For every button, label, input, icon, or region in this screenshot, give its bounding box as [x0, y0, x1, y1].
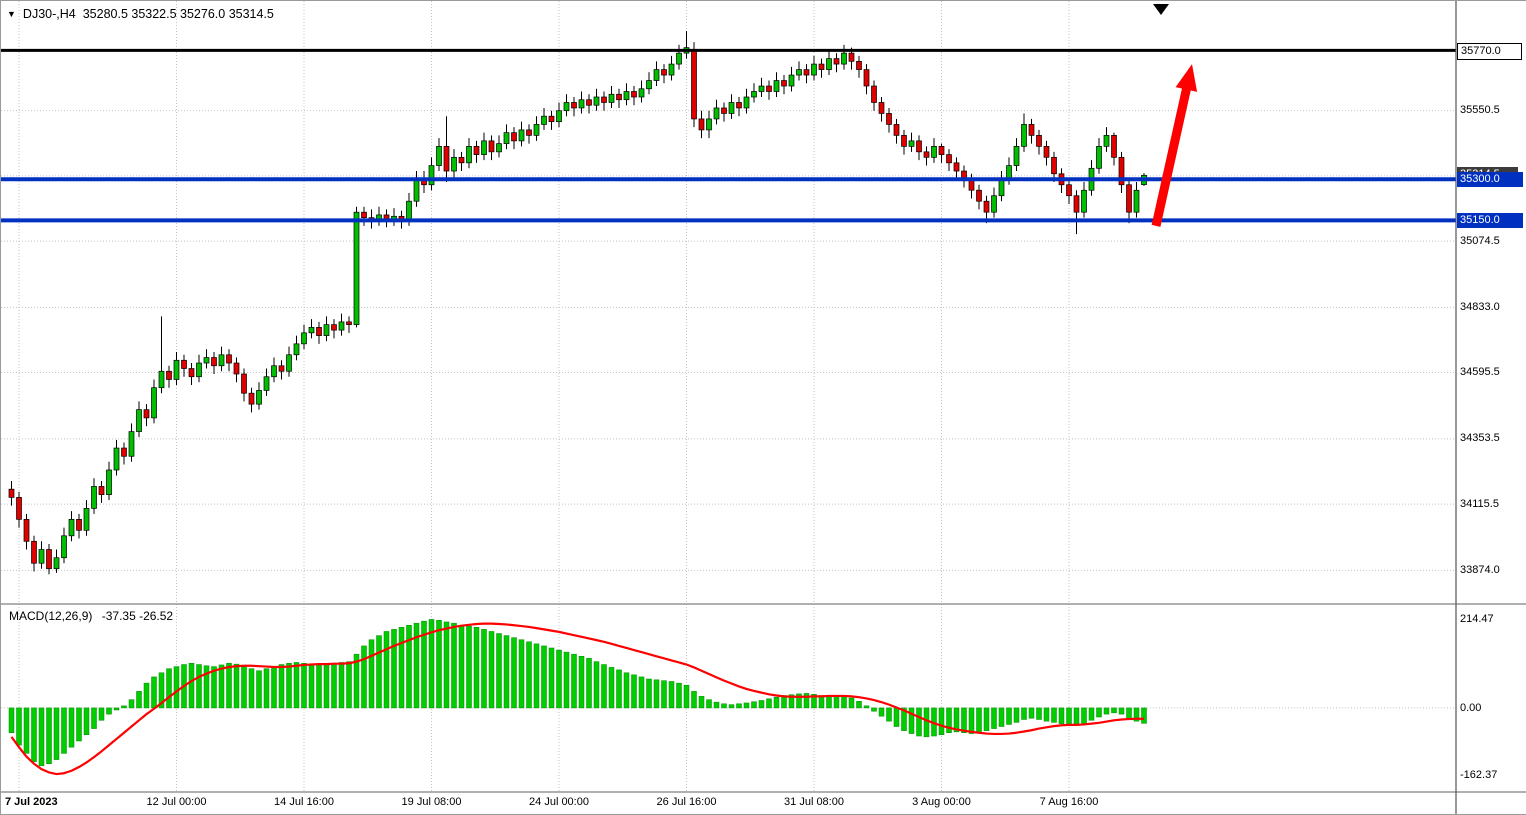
- time-axis-label: 12 Jul 00:00: [146, 796, 207, 808]
- time-axis-label: 7 Aug 16:00: [1039, 796, 1099, 808]
- price-axis-label: 34595.5: [1460, 365, 1500, 378]
- price-axis-label: 34353.5: [1460, 432, 1500, 445]
- macd-axis-label: 0.00: [1460, 701, 1482, 714]
- level-price-badge: 35150.0: [1457, 212, 1523, 228]
- price-axis-label: 34833.0: [1460, 300, 1500, 313]
- trend-arrow[interactable]: [1151, 64, 1198, 227]
- time-axis-label: 7 Jul 2023: [5, 796, 58, 808]
- price-axis-label: 34115.5: [1460, 497, 1499, 510]
- chart-shift-marker-icon[interactable]: [1153, 4, 1169, 15]
- macd-name: MACD(12,26,9): [9, 609, 93, 623]
- macd-histogram: [8, 619, 1147, 767]
- symbol-dropdown-icon[interactable]: ▼: [7, 9, 16, 19]
- chart-header: ▼ DJ30-,H4 35280.5 35322.5 35276.0 35314…: [7, 7, 274, 21]
- horizontal-level-lines[interactable]: [1, 48, 1456, 223]
- level-price-badge: 35300.0: [1457, 171, 1523, 187]
- time-axis-label: 26 Jul 16:00: [656, 796, 717, 808]
- time-axis-label: 19 Jul 08:00: [401, 796, 462, 808]
- macd-axis-label: -162.37: [1460, 769, 1498, 782]
- price-axis-label: 35074.5: [1460, 234, 1500, 247]
- grid-lines: [1, 1, 1456, 791]
- time-axis-label: 3 Aug 00:00: [912, 796, 971, 808]
- time-axis-label: 31 Jul 08:00: [784, 796, 844, 808]
- symbol-timeframe-label: DJ30-,H4: [22, 7, 76, 21]
- macd-indicator-label: MACD(12,26,9) -37.35 -26.52: [9, 609, 179, 623]
- resistance-price-badge: 35770.0: [1457, 42, 1522, 60]
- macd-values: -37.35 -26.52: [101, 609, 174, 623]
- price-axis-label: 33874.0: [1460, 563, 1500, 576]
- ohlc-quote-values: 35280.5 35322.5 35276.0 35314.5: [82, 7, 274, 21]
- price-axis-label: 35550.5: [1460, 104, 1500, 117]
- macd-axis-label: 214.47: [1460, 613, 1494, 626]
- time-axis-label: 24 Jul 00:00: [529, 796, 589, 808]
- candles-series: [8, 31, 1147, 575]
- time-axis-label: 14 Jul 16:00: [274, 796, 334, 808]
- macd-signal-line: [10, 622, 1145, 776]
